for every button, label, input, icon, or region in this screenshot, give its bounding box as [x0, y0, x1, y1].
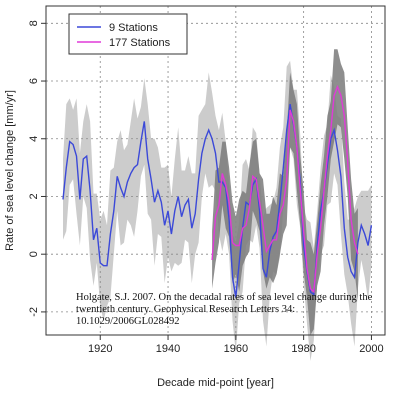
- y-tick-label: 8: [28, 20, 40, 26]
- y-tick-label: 0: [28, 251, 40, 257]
- citation-line-1: Holgate, S.J. 2007. On the decadal rates…: [76, 292, 373, 303]
- x-axis-label: Decade mid-point [year]: [157, 377, 274, 389]
- y-axis-label: Rate of sea level change [mm/yr]: [4, 90, 16, 251]
- x-tick-label: 1980: [291, 343, 315, 355]
- legend-label: 9 Stations: [109, 22, 158, 34]
- legend-box: [68, 13, 188, 55]
- plot-frame: [45, 5, 386, 336]
- y-tick-label: 4: [28, 136, 40, 142]
- y-tick-label: 2: [28, 193, 40, 199]
- citation-line-2: twentieth century. Geophysical Research …: [76, 304, 296, 315]
- x-tick-label: 1920: [88, 343, 112, 355]
- series-line-177-stations: [211, 84, 359, 294]
- y-tick-label: 6: [28, 78, 40, 84]
- series-line-9-stations: [62, 103, 373, 298]
- citation-line-3: 10.1029/2006GL028492: [76, 316, 180, 327]
- x-tick-label: 1940: [156, 343, 180, 355]
- x-tick-label: 1960: [224, 343, 248, 355]
- legend-label: 177 Stations: [109, 37, 171, 49]
- x-tick-label: 2000: [359, 343, 383, 355]
- y-tick-label: -2: [28, 307, 40, 317]
- citation-annotation: Holgate, S.J. 2007. On the decadal rates…: [76, 292, 376, 328]
